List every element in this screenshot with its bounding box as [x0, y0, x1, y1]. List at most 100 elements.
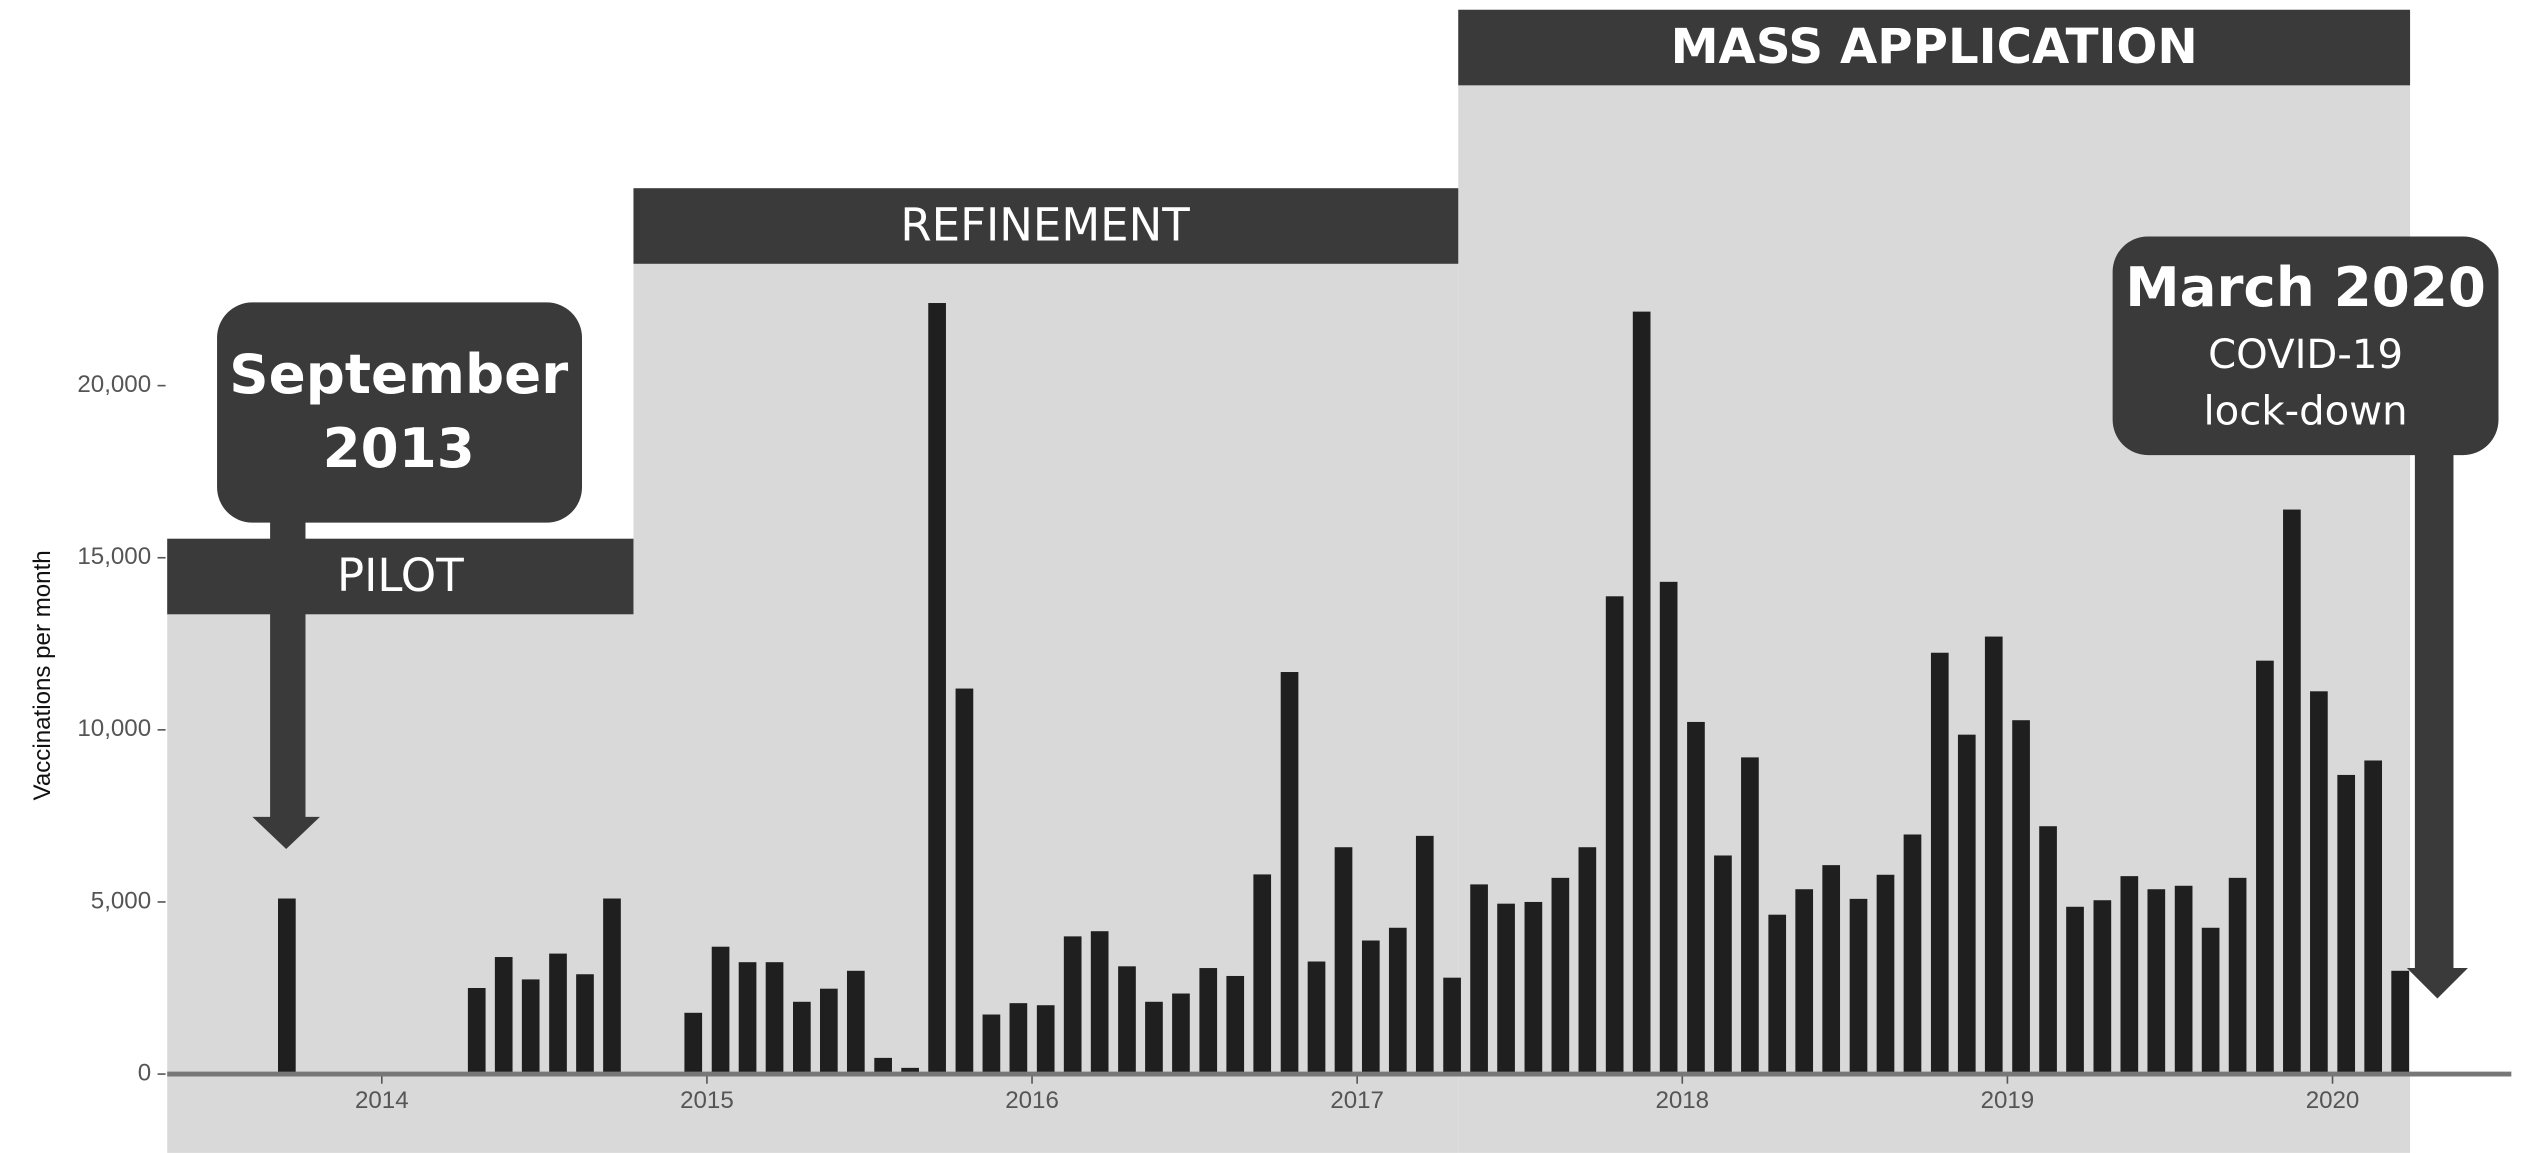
- callout-march: March 2020 COVID-19 lock-down: [2112, 236, 2499, 999]
- bar: [1118, 966, 1136, 1075]
- bar: [1388, 927, 1407, 1075]
- bar: [1714, 855, 1732, 1075]
- bar: [1280, 672, 1299, 1075]
- y-axis-label: Vaccinations per month: [29, 550, 56, 800]
- bar: [711, 946, 730, 1075]
- bar: [928, 303, 946, 1075]
- bar: [576, 974, 594, 1075]
- bar: [846, 970, 865, 1075]
- bar: [1063, 936, 1082, 1075]
- bar: [1497, 903, 1515, 1075]
- phase-label: REFINEMENT: [900, 198, 1190, 251]
- plot: 0 5,000 10,000 15,000 20,000 2014 2015 2016 2017…: [77, 303, 2512, 1114]
- bar: [1903, 834, 1922, 1075]
- bar: [1253, 874, 1272, 1075]
- arrow-stem: [270, 514, 306, 821]
- bar: [2039, 826, 2057, 1075]
- x-tick-label: 2020: [2306, 1087, 2360, 1114]
- bar: [2310, 691, 2328, 1075]
- bar: [1009, 1003, 1028, 1075]
- bar: [1632, 311, 1651, 1075]
- bar: [2147, 889, 2166, 1075]
- y-tick-label: 15,000: [77, 543, 151, 570]
- y-tick-label: 20,000: [77, 371, 151, 398]
- bar: [1172, 993, 1190, 1075]
- y-tick-label: 0: [138, 1059, 151, 1086]
- phase-labels: PILOT REFINEMENT MASS APPLICATION: [167, 9, 2411, 615]
- bar: [1443, 977, 1461, 1075]
- bar: [494, 957, 513, 1075]
- bar: [2364, 760, 2383, 1075]
- bar: [1795, 889, 1814, 1075]
- callout-text: March 2020: [2125, 255, 2486, 319]
- bar: [1551, 877, 1570, 1075]
- callout-text: COVID-19: [2208, 332, 2403, 378]
- x-tick-label: 2018: [1655, 1087, 1709, 1114]
- bar: [1687, 721, 1705, 1075]
- bar: [2391, 970, 2410, 1075]
- bar: [1849, 898, 1868, 1075]
- bar: [819, 988, 838, 1075]
- callout-text: 2013: [323, 416, 475, 480]
- bar: [1578, 847, 1597, 1075]
- pilot-box: [167, 538, 634, 615]
- arrow-stem: [2414, 447, 2454, 972]
- arrow-head: [252, 816, 320, 850]
- bar: [2337, 774, 2356, 1075]
- bar: [1470, 884, 1488, 1075]
- phase-label: PILOT: [337, 549, 464, 602]
- bar: [1036, 1005, 1055, 1075]
- bar: [1524, 901, 1543, 1075]
- bar: [1090, 931, 1109, 1075]
- bar: [874, 1057, 892, 1075]
- x-tick-label: 2014: [355, 1087, 409, 1114]
- bar: [1145, 1001, 1163, 1075]
- bar: [1307, 961, 1326, 1075]
- bar: [1822, 865, 1841, 1075]
- x-tick-label: 2016: [1005, 1087, 1059, 1114]
- bar: [1768, 914, 1787, 1075]
- bar: [955, 688, 974, 1075]
- bar: [1876, 874, 1895, 1075]
- bar: [1659, 581, 1678, 1075]
- bar: [1334, 847, 1353, 1075]
- bar: [1361, 940, 1380, 1075]
- phase-label: MASS APPLICATION: [1671, 19, 2198, 75]
- bar: [1199, 968, 1218, 1075]
- bar: [467, 988, 486, 1075]
- callout-text: September: [229, 342, 568, 406]
- bar: [278, 898, 296, 1075]
- bar: [2201, 927, 2220, 1075]
- callout-box: [2112, 236, 2499, 456]
- bar: [1415, 835, 1434, 1075]
- bar: [684, 1012, 703, 1075]
- y-tick-label: 5,000: [91, 887, 151, 914]
- refinement-box: [633, 188, 1459, 264]
- bar: [1930, 652, 1949, 1075]
- callout-text: lock-down: [2204, 388, 2408, 434]
- bar: [603, 898, 621, 1075]
- callout-box: [217, 302, 583, 523]
- bar: [2120, 876, 2139, 1075]
- y-tick-label: 10,000: [77, 715, 151, 742]
- bar: [2066, 906, 2084, 1075]
- bar: [738, 962, 757, 1075]
- arrow-head: [2406, 967, 2468, 999]
- bar: [2012, 720, 2030, 1075]
- bar: [2256, 660, 2274, 1075]
- bar: [1984, 636, 2003, 1075]
- bar: [1957, 734, 1976, 1075]
- bar: [765, 962, 784, 1075]
- bar: [2283, 509, 2301, 1075]
- bar: [1741, 757, 1759, 1075]
- bar: [549, 953, 567, 1075]
- bar: [982, 1014, 1001, 1075]
- x-tick-label: 2017: [1330, 1087, 1384, 1114]
- bar: [2228, 877, 2247, 1075]
- bar: [1605, 596, 1624, 1075]
- callout-september: September 2013: [217, 302, 583, 850]
- x-tick-label: 2015: [680, 1087, 734, 1114]
- phase-backgrounds: [167, 9, 2411, 1153]
